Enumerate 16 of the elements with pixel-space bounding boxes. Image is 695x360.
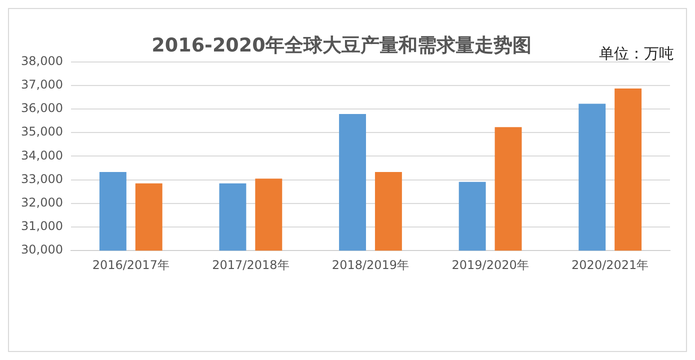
y-tick-label: 38,000: [20, 54, 63, 68]
x-tick-label: 2020/2021年: [572, 258, 649, 272]
x-tick-label: 2017/2018年: [212, 258, 290, 272]
x-tick-label: 2016/2017年: [92, 258, 170, 272]
y-tick-label: 30,000: [20, 242, 63, 257]
chart-title: 2016-2020年全球大豆产量和需求量走势图: [152, 34, 532, 56]
annotation: 单位：万吨: [599, 44, 674, 62]
y-tick-label: 37,000: [20, 78, 63, 92]
y-tick-label: 34,000: [20, 148, 63, 162]
x-tick-label: 2018/2019年: [332, 258, 410, 272]
x-tick-label: 2019/2020年: [452, 258, 529, 272]
y-tick-label: 35,000: [20, 124, 63, 139]
y-tick-label: 31,000: [20, 219, 63, 234]
y-tick-label: 33,000: [20, 172, 63, 186]
y-tick-label: 32,000: [20, 196, 63, 210]
y-tick-label: 36,000: [20, 101, 63, 116]
